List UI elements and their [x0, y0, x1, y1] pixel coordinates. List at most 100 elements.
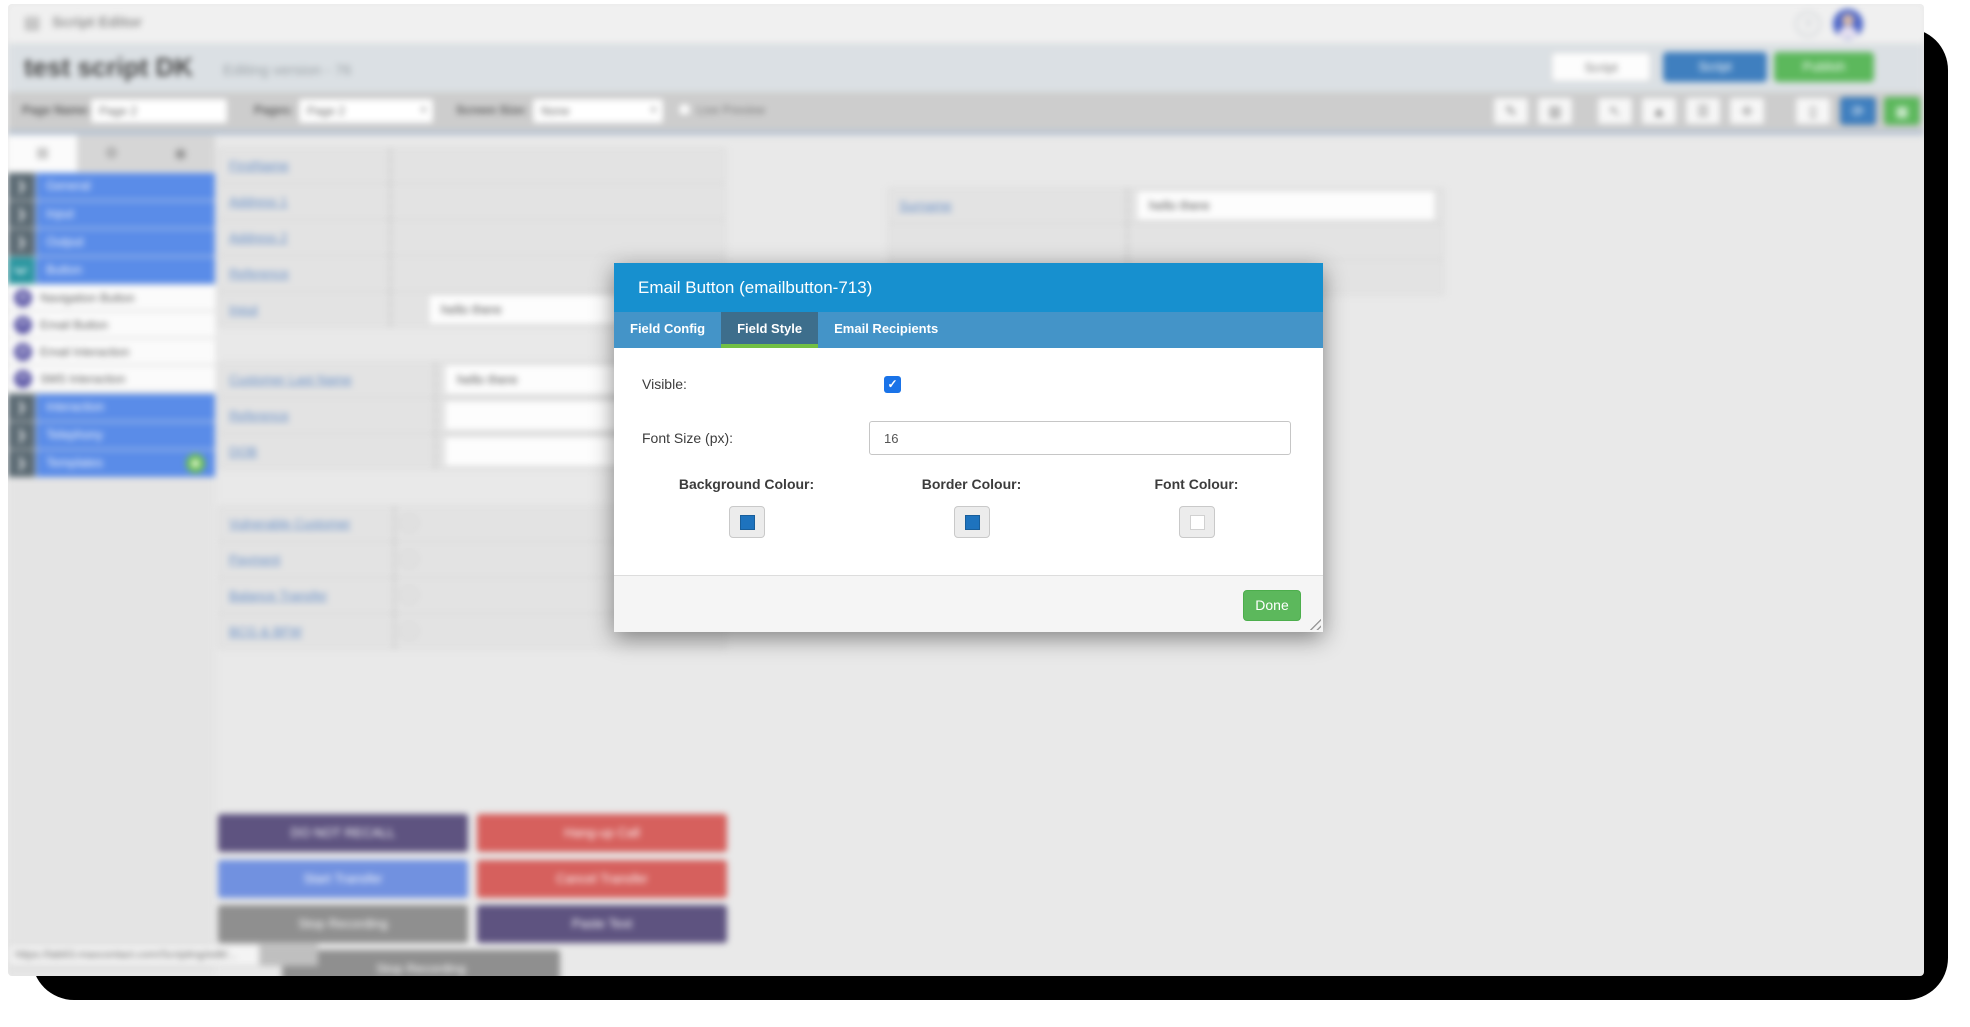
field-row-address1: Address 1: [218, 184, 726, 219]
chevron-right-icon: ❯: [8, 229, 35, 256]
pages-select[interactable]: Page 2 ▾: [298, 98, 434, 124]
sidebar-tab-components[interactable]: ⊞: [8, 135, 77, 172]
email-button-dialog: Email Button (emailbutton-713) Field Con…: [614, 263, 1323, 632]
paste-text-button[interactable]: Paste Text: [477, 905, 727, 943]
border-colour-picker[interactable]: [953, 506, 990, 538]
done-button[interactable]: Done: [1243, 590, 1301, 621]
sidebar-item-email-interaction[interactable]: @ Email Interaction: [8, 339, 215, 365]
colour-swatch: [1189, 515, 1205, 530]
script-editor-window: ▤ Script Editor ? test script DK Editing…: [8, 4, 1924, 976]
sidebar-section-interaction[interactable]: ❯ Interaction: [8, 394, 215, 422]
sidebar-section-label: Button: [36, 257, 215, 284]
visible-label: Visible:: [642, 376, 687, 392]
sidebar-item-label: SMS Interaction: [40, 372, 126, 386]
field-row-empty: [888, 224, 1444, 259]
sidebar-section-general[interactable]: ❯ General: [8, 173, 215, 201]
live-preview-checkbox[interactable]: [678, 103, 691, 116]
sidebar-tabs: ⊞ ⚙ ◉: [8, 135, 215, 172]
expand-plus-icon[interactable]: +: [401, 551, 417, 567]
field-row-vulnerable-customer: Vulnerable Customer +: [218, 506, 726, 541]
tab-field-style[interactable]: Field Style: [721, 312, 819, 348]
status-url-tooltip: https://lab63.maxcontact.com/Scripting/e…: [8, 944, 260, 966]
stop-recording-button[interactable]: Stop Recording: [282, 950, 560, 976]
field-row-firstname: FirstName: [218, 148, 726, 183]
sidebar-section-output[interactable]: ❯ Output: [8, 229, 215, 257]
align-tool-button[interactable]: ☰: [1685, 97, 1721, 125]
field-link[interactable]: Reference: [229, 408, 289, 423]
chevron-right-icon: ❯: [8, 173, 35, 200]
help-icon[interactable]: ?: [1795, 11, 1821, 37]
script-settings-button[interactable]: Script Settings: [1663, 52, 1767, 104]
refresh-button[interactable]: ⟳: [1840, 97, 1876, 125]
font-colour-label: Font Colour:: [1154, 476, 1239, 492]
dialog-footer: Done: [614, 575, 1323, 632]
start-transfer-button[interactable]: Start Transfer: [218, 860, 468, 898]
border-colour-label: Border Colour:: [921, 476, 1022, 492]
sidebar-item-sms-interaction[interactable]: ✉ SMS Interaction: [8, 366, 215, 392]
font-colour-picker[interactable]: [1178, 506, 1215, 538]
sidebar-item-label: Email Interaction: [40, 345, 130, 359]
cancel-transfer-button[interactable]: Cancel Transfer: [477, 860, 727, 898]
expand-plus-icon[interactable]: +: [401, 623, 417, 639]
expand-plus-icon[interactable]: +: [401, 587, 417, 603]
templates-badge-icon: ▣: [186, 454, 205, 473]
resize-handle[interactable]: [1309, 618, 1321, 630]
status-stub: [260, 944, 318, 966]
sidebar-section-telephony[interactable]: ❯ Telephony: [8, 422, 215, 450]
columns-tool-button[interactable]: ▥: [1537, 97, 1573, 125]
sidebar-tab-settings[interactable]: ⚙: [77, 135, 146, 172]
expand-plus-icon[interactable]: +: [401, 515, 417, 531]
app-logo-icon: ▤: [24, 13, 41, 32]
background-colour-picker[interactable]: [728, 506, 765, 538]
publish-script-button[interactable]: Publish Script: [1774, 52, 1874, 104]
chevron-right-icon: ❯: [8, 422, 35, 449]
dialog-tabs: Field Config Field Style Email Recipient…: [614, 312, 1323, 348]
editing-version: Editing version - 76: [223, 62, 352, 79]
field-link[interactable]: DOB: [229, 444, 258, 459]
border-colour-group: Border Colour:: [859, 476, 1084, 538]
field-link[interactable]: Input: [229, 302, 258, 317]
sidebar-section-button[interactable]: ❯ Button: [8, 257, 215, 285]
script-name: test script DK: [24, 52, 194, 82]
script-manager-button[interactable]: Script Manager: [1551, 52, 1651, 105]
save-button[interactable]: ▦: [1884, 97, 1920, 125]
app-title: Script Editor: [52, 14, 143, 31]
sidebar-tab-other[interactable]: ◉: [146, 135, 215, 172]
tab-field-config[interactable]: Field Config: [630, 321, 706, 336]
field-link[interactable]: FirstName: [229, 158, 289, 173]
eraser-tool-button[interactable]: ✎: [1493, 97, 1529, 125]
user-avatar[interactable]: [1833, 9, 1863, 39]
field-link[interactable]: Balance Transfer: [229, 588, 328, 603]
field-link[interactable]: Vulnerable Customer: [229, 516, 351, 531]
cursor-tool-button[interactable]: ↖: [1597, 97, 1633, 125]
sidebar-section-input[interactable]: ❯ Input: [8, 201, 215, 229]
sms-interaction-icon: ✉: [14, 370, 32, 388]
gear-icon: ⚙: [104, 145, 119, 162]
visible-checkbox[interactable]: ✓: [884, 376, 901, 393]
sidebar-section-templates[interactable]: ❯ Templates ▣: [8, 450, 215, 478]
live-preview-label: Live Preview: [697, 103, 766, 117]
field-link[interactable]: Address 2: [229, 230, 288, 245]
field-link[interactable]: Reference: [229, 266, 289, 281]
field-link[interactable]: Address 1: [229, 194, 288, 209]
tree-tool-button[interactable]: ▲: [1641, 97, 1677, 125]
font-size-input[interactable]: [869, 421, 1291, 455]
divider: [8, 130, 1924, 135]
stop-recording-button[interactable]: Stop Recording: [218, 905, 468, 943]
sidebar-section-label: Templates: [36, 450, 215, 477]
sidebar-item-navigation-button[interactable]: ⊞ Navigation Button: [8, 285, 215, 311]
hang-up-call-button[interactable]: Hang-up Call: [477, 814, 727, 852]
sidebar-item-email-button[interactable]: ✉ Email Button: [8, 312, 215, 338]
field-link[interactable]: Payment: [229, 552, 281, 567]
field-link[interactable]: BCG & BFW: [229, 624, 302, 639]
field-link[interactable]: Customer Last Name: [229, 372, 352, 387]
do-not-recall-button[interactable]: DO NOT RECALL: [218, 814, 468, 852]
field-value[interactable]: hello there: [1136, 190, 1436, 221]
font-colour-group: Font Colour:: [1084, 476, 1309, 538]
tab-email-recipients[interactable]: Email Recipients: [834, 321, 939, 336]
notes-tool-button[interactable]: ▯: [1795, 97, 1831, 125]
field-link[interactable]: Surname: [899, 198, 952, 213]
screen-size-select[interactable]: None ▾: [532, 98, 664, 124]
move-tool-button[interactable]: ✛: [1729, 97, 1765, 125]
page-name-input[interactable]: [90, 98, 228, 124]
